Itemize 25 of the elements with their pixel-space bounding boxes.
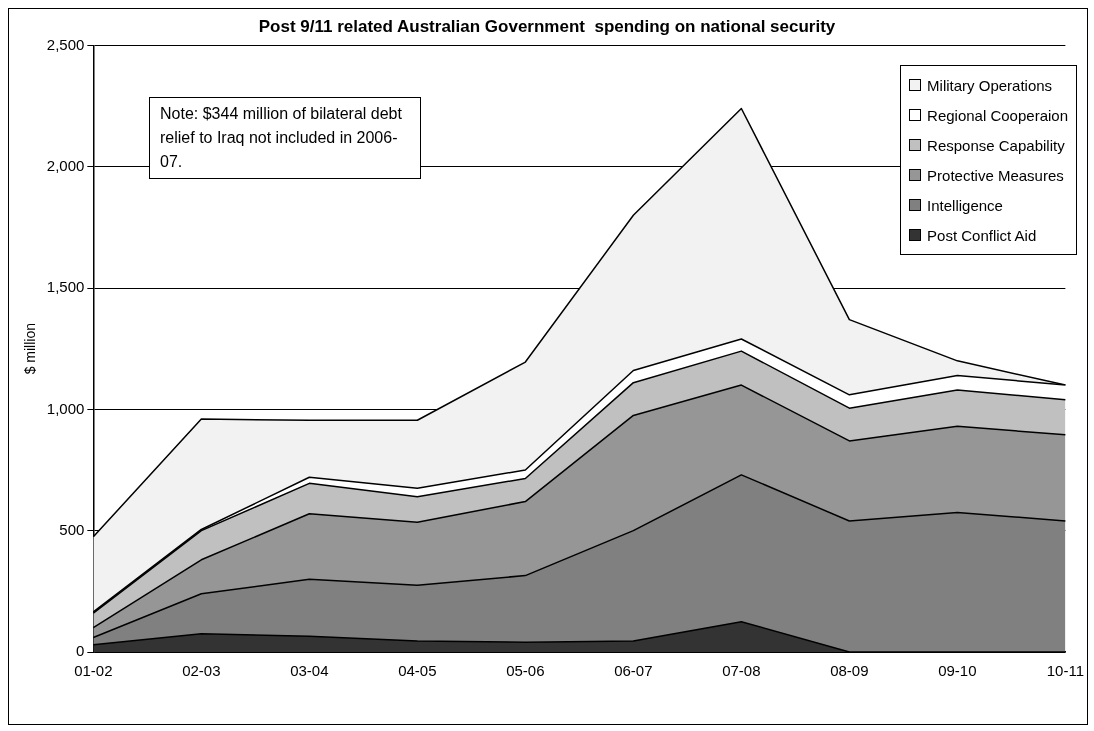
legend-label: Military Operations (927, 76, 1053, 94)
y-tick-label: 0 (75, 642, 85, 660)
annotation: Note: $344 million of bilateral debt relief to Iraq not included in 2006-07. (149, 97, 421, 179)
x-tick-label: 09-10 (938, 662, 977, 680)
chart-title: Post 9/11 related Australian Government spending on national security (258, 16, 836, 36)
x-tick-label: 10-11 (1046, 662, 1085, 680)
legend-label: Response Capability (927, 136, 1065, 154)
legend-label: Post Conflict Aid (927, 226, 1037, 244)
y-tick-label: 2,000 (46, 156, 85, 174)
x-tick-label: 07-08 (722, 662, 761, 680)
legend-label: Intelligence (927, 196, 1003, 214)
x-tick-label: 05-06 (506, 662, 545, 680)
x-tick-label: 03-04 (290, 662, 329, 680)
y-tick-label: 1,000 (46, 399, 85, 417)
legend-label: Regional Cooperaion (927, 106, 1068, 124)
x-tick-label: 04-05 (398, 662, 437, 680)
x-tick-label: 06-07 (614, 662, 653, 680)
x-tick-label: 02-03 (182, 662, 221, 680)
y-axis-title: $ million (22, 323, 39, 375)
y-tick-label: 500 (59, 520, 85, 538)
x-tick-label: 08-09 (830, 662, 869, 680)
y-tick-label: 1,500 (46, 278, 85, 296)
legend-label: Protective Measures (927, 166, 1064, 184)
y-tick-label: 2,500 (46, 35, 85, 53)
x-tick-label: 01-02 (74, 662, 113, 680)
